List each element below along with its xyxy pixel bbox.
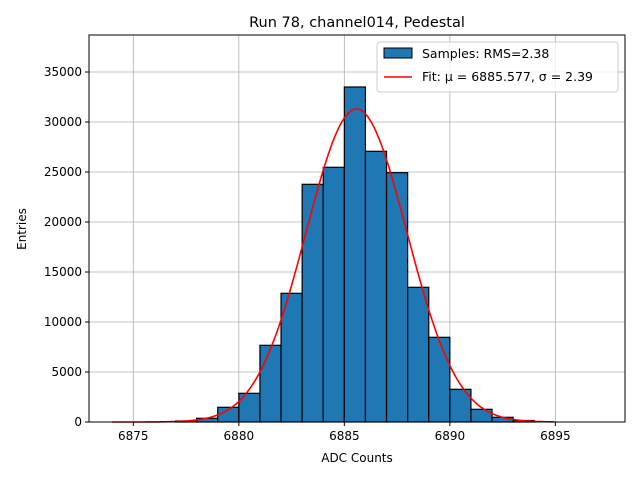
histogram-bar (428, 336, 451, 423)
y-tick-label: 30000 (44, 115, 82, 129)
chart-title: Run 78, channel014, Pedestal (249, 15, 465, 31)
y-tick-label: 20000 (44, 215, 82, 229)
x-tick-label: 6880 (224, 429, 255, 443)
x-tick-label: 6895 (540, 429, 571, 443)
histogram-bar (259, 344, 282, 423)
y-tick-label: 5000 (51, 365, 82, 379)
legend-fit-label: Fit: μ = 6885.577, σ = 2.39 (422, 69, 593, 84)
histogram-bar (385, 172, 409, 423)
y-tick-label: 10000 (44, 315, 82, 329)
histogram-bar (301, 183, 324, 423)
y-tick-label: 15000 (44, 265, 82, 279)
y-tick-label: 0 (74, 415, 82, 429)
legend: Samples: RMS=2.38 Fit: μ = 6885.577, σ =… (376, 41, 619, 93)
x-tick-label: 6885 (329, 429, 360, 443)
y-axis-label: Entries (15, 208, 29, 250)
legend-samples-label: Samples: RMS=2.38 (422, 46, 549, 61)
x-axis-label: ADC Counts (321, 451, 393, 465)
x-tick-label: 6875 (118, 429, 149, 443)
histogram-bar (407, 286, 430, 423)
y-tick-label: 35000 (44, 65, 82, 79)
histogram-bar (343, 86, 367, 423)
histogram-bar (364, 150, 388, 423)
fit-curve (112, 108, 555, 423)
y-tick-label: 25000 (44, 165, 82, 179)
histogram-bar (322, 166, 345, 423)
plot-frame (88, 34, 626, 423)
x-tick-label: 6890 (435, 429, 466, 443)
legend-samples-swatch (383, 47, 413, 59)
